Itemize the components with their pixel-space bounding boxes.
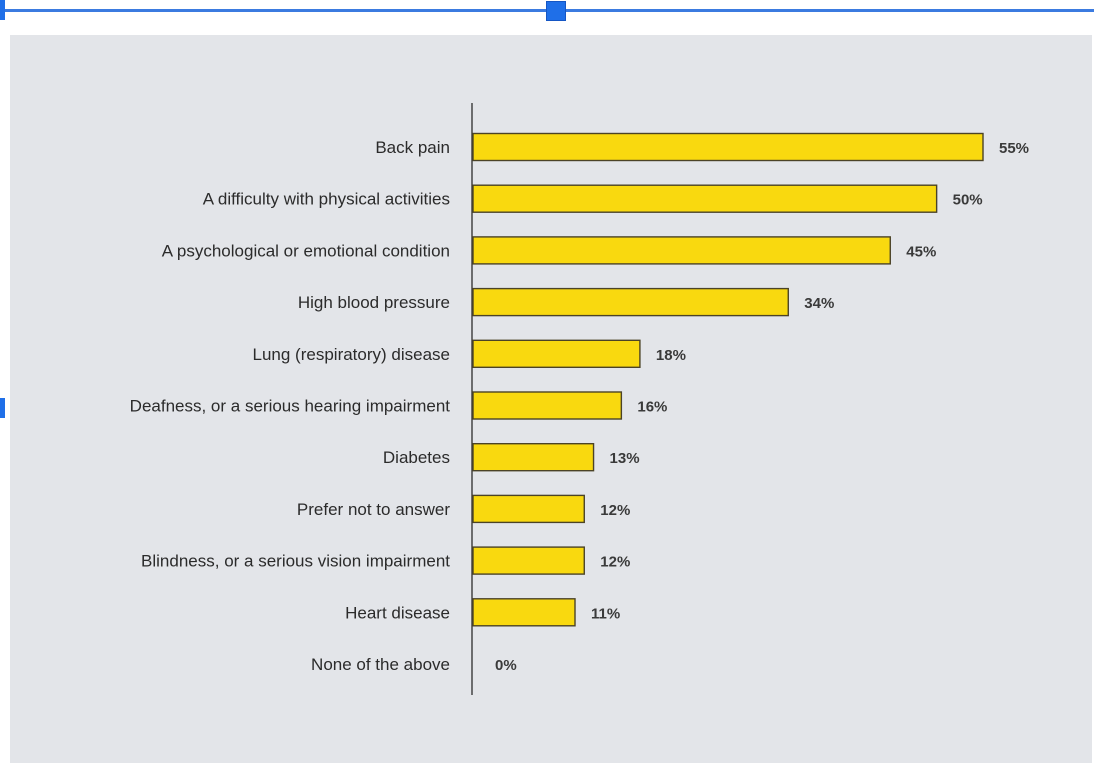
bar: [472, 287, 789, 317]
value-label: 12%: [600, 554, 630, 571]
value-label: 18%: [656, 347, 686, 364]
chart-panel: Back pain 55% A difficulty with physical a…: [10, 35, 1092, 763]
category-label: None of the above: [311, 655, 450, 674]
category-label: Blindness, or a serious vision impairmen…: [141, 552, 450, 571]
value-label: 11%: [591, 605, 620, 622]
value-label: 16%: [637, 399, 667, 416]
resize-handle-top-center[interactable]: [546, 1, 566, 21]
category-label: High blood pressure: [298, 293, 450, 312]
bar-chart: Back pain 55% A difficulty with physical a…: [130, 103, 1029, 695]
category-label: Lung (respiratory) disease: [253, 345, 450, 364]
category-label: Back pain: [375, 138, 450, 157]
category-label: A psychological or emotional condition: [162, 241, 450, 260]
resize-handle-top-left[interactable]: [0, 0, 5, 20]
category-label: Deafness, or a serious hearing impairmen…: [130, 397, 451, 416]
bar: [472, 184, 938, 213]
value-label: 55%: [999, 140, 1029, 157]
value-label: 34%: [804, 295, 834, 312]
value-label: 50%: [953, 192, 983, 209]
bar: [472, 236, 891, 265]
bar: [472, 494, 585, 524]
resize-handle-middle-left[interactable]: [0, 398, 5, 418]
category-label: Heart disease: [345, 603, 450, 622]
value-label: 13%: [610, 450, 640, 467]
bar: [472, 443, 595, 472]
category-label: Prefer not to answer: [297, 500, 450, 519]
value-label: 12%: [600, 502, 630, 519]
bar: [472, 598, 576, 627]
bar: [472, 339, 641, 368]
category-label: Diabetes: [383, 448, 450, 467]
value-label: 0%: [495, 657, 517, 674]
value-label: 45%: [906, 243, 936, 260]
category-label: A difficulty with physical activities: [203, 190, 450, 209]
bar: [472, 391, 623, 420]
bar: [472, 132, 984, 162]
bar: [472, 546, 585, 575]
